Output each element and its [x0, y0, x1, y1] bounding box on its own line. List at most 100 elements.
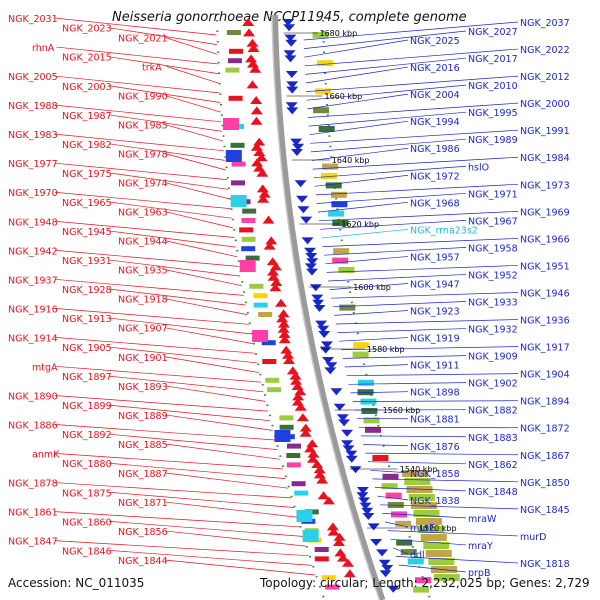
scale-label: 1540 kbp: [400, 465, 438, 474]
gene-block: [353, 342, 370, 349]
left-gene-label: NGK_1885: [118, 440, 168, 451]
left-gene-label: NGK_1871: [118, 498, 168, 509]
gene-block: [265, 377, 280, 383]
left-gene-label: NGK_1978: [118, 150, 168, 161]
gene-arrow-reverse: [387, 585, 400, 593]
right-gene-label: NGK_1862: [468, 460, 518, 471]
left-gene-label: NGK_1875: [62, 488, 112, 499]
right-gene-label: NGK_1932: [468, 325, 518, 336]
right-label-leader: [363, 444, 409, 447]
gene-block: [279, 415, 294, 421]
gene-arrow-forward: [246, 38, 259, 47]
gene-arrow-reverse: [324, 367, 337, 375]
right-gene-label: NGK_1894: [520, 397, 570, 408]
left-gene-label: NGK_2015: [62, 53, 112, 64]
gene-arrow-forward: [317, 491, 330, 500]
right-label-leader: [372, 478, 519, 483]
left-label-leader: [108, 520, 303, 537]
gene-block: [258, 312, 273, 317]
gene-block-region: [411, 502, 438, 509]
genome-backbone: [272, 14, 386, 600]
right-gene-label: NGK_2004: [410, 90, 460, 101]
right-gene-label: NGK_1967: [468, 216, 518, 227]
gene-arrow-forward: [255, 153, 268, 162]
gene-block: [239, 227, 254, 233]
right-gene-label: NGK_1986: [410, 144, 460, 155]
gene-block: [330, 191, 347, 198]
left-label-leader: [164, 298, 248, 315]
accession-text: Accession: NC_011035: [8, 576, 145, 590]
right-gene-label: mraW: [468, 514, 497, 525]
gene-arrow-forward: [249, 64, 262, 73]
left-label-leader: [54, 511, 300, 528]
gene-block: [320, 173, 337, 179]
gene-arrow-reverse: [345, 450, 358, 458]
right-gene-label: NGK_1969: [520, 207, 570, 218]
gene-cluster-block: [296, 510, 313, 522]
gene-block: [332, 220, 349, 226]
right-label-leader: [312, 156, 519, 170]
left-label-leader: [108, 85, 220, 103]
left-label-leader: [164, 530, 306, 547]
left-label-leader: [54, 133, 224, 152]
left-label-leader: [164, 153, 226, 171]
left-gene-label: NGK_1963: [118, 208, 168, 219]
right-gene-label: NGK_1818: [520, 559, 570, 570]
gene-block: [231, 180, 245, 186]
gene-block-region: [418, 526, 445, 533]
right-gene-label: NGK_1876: [410, 442, 460, 453]
right-label-leader: [387, 530, 519, 537]
gene-arrow-reverse: [338, 419, 351, 427]
gene-block-region: [413, 510, 440, 517]
gene-arrow-forward: [333, 532, 346, 541]
right-gene-label: NGK_1984: [520, 153, 570, 164]
gene-arrow-forward: [278, 335, 291, 344]
right-gene-label: NGK_1848: [468, 487, 518, 498]
gene-arrow-forward: [258, 189, 271, 198]
left-label-leader: [164, 501, 297, 518]
right-gene-label: NGK_1902: [468, 379, 518, 390]
right-label-leader: [331, 292, 519, 299]
left-gene-label: NGK_1982: [62, 140, 112, 151]
left-label-leader: [108, 317, 251, 335]
right-gene-label: NGK_1968: [410, 198, 460, 209]
left-gene-label: NGK_1928: [62, 285, 112, 296]
left-label-leader: [108, 143, 225, 161]
right-gene-label: NGK_1909: [468, 352, 518, 363]
right-label-leader: [320, 220, 467, 230]
gene-arrow-reverse: [376, 549, 389, 557]
left-gene-label: NGK_2021: [118, 33, 168, 44]
right-label-leader: [339, 337, 409, 342]
gene-block: [229, 48, 243, 54]
left-label-leader: [164, 414, 273, 431]
gene-block: [287, 443, 301, 449]
gene-arrow-reverse: [286, 81, 299, 89]
gene-arrow-forward: [299, 428, 312, 437]
right-gene-label: NGK_2012: [520, 72, 570, 83]
gene-block: [357, 389, 374, 396]
right-label-leader: [377, 495, 409, 501]
right-label-leader: [304, 39, 409, 58]
left-gene-label: NGK_1901: [118, 353, 168, 364]
gene-arrow-reverse: [283, 24, 296, 32]
left-label-leader: [56, 46, 218, 65]
left-label-leader: [54, 424, 276, 441]
gene-arrow-reverse: [284, 55, 297, 63]
gene-block: [325, 182, 342, 189]
gene-arrow-reverse: [294, 180, 307, 188]
gene-arrow-reverse: [311, 294, 324, 302]
gene-block: [261, 340, 276, 346]
right-gene-label: NGK_1994: [410, 117, 460, 128]
right-label-leader: [374, 487, 467, 492]
left-label-leader: [108, 346, 257, 364]
gene-cluster-block: [223, 118, 239, 130]
gene-arrow-forward: [278, 330, 291, 338]
gene-block: [413, 586, 430, 593]
gene-arrow-reverse: [381, 565, 394, 572]
gene-block: [361, 408, 378, 414]
right-gene-label: NGK_1923: [410, 307, 460, 318]
left-gene-label: NGK_1899: [62, 401, 112, 412]
right-gene-label: hslO: [468, 162, 489, 173]
gene-arrow-forward: [332, 538, 345, 546]
